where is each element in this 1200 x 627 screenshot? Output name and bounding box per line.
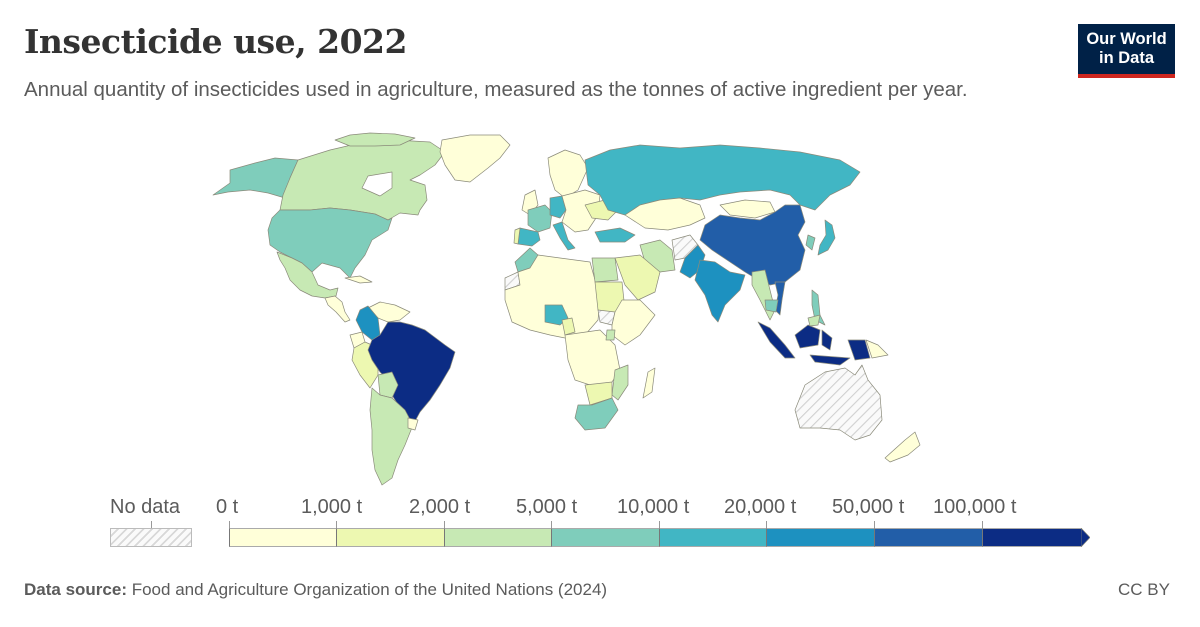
legend-tick	[659, 521, 660, 528]
country-australia[interactable]	[794, 364, 883, 441]
legend-no-data-label: No data	[110, 496, 181, 518]
legend-bin-10000-20000[interactable]	[659, 528, 767, 547]
legend-label-1000: 1,000 t	[301, 496, 363, 518]
country-germany[interactable]	[549, 195, 567, 219]
legend-tick	[874, 521, 875, 528]
country-arabia[interactable]	[614, 254, 661, 301]
legend-tick	[551, 521, 552, 528]
country-scandinavia[interactable]	[547, 149, 589, 199]
owid-logo[interactable]: Our World in Data	[1078, 24, 1175, 74]
legend-tick	[229, 521, 230, 528]
data-source-label: Data source:	[24, 580, 127, 599]
country-turkey[interactable]	[594, 227, 636, 243]
country-central-america[interactable]	[324, 295, 351, 323]
country-mozambique[interactable]	[611, 364, 629, 401]
country-egypt[interactable]	[591, 257, 619, 283]
country-portugal[interactable]	[513, 227, 521, 245]
legend-label-10000: 10,000 t	[617, 496, 690, 518]
legend-no-data-tick	[151, 521, 152, 528]
data-source: Data source: Food and Agriculture Organi…	[24, 580, 607, 600]
country-south-africa[interactable]	[574, 397, 619, 431]
country-vietnam[interactable]	[774, 281, 786, 316]
data-source-text: Food and Agriculture Organization of the…	[131, 580, 608, 599]
legend-label-100000: 100,000 t	[933, 496, 1017, 518]
legend-label-20000: 20,000 t	[724, 496, 797, 518]
logo-line-2: in Data	[1098, 49, 1154, 67]
country-india[interactable]	[694, 259, 746, 323]
country-mexico[interactable]	[276, 251, 339, 299]
country-cambodia[interactable]	[764, 299, 779, 313]
country-alaska[interactable]	[212, 157, 299, 199]
country-madagascar[interactable]	[642, 367, 656, 399]
legend-label-2000: 2,000 t	[409, 496, 471, 518]
country-bolivia[interactable]	[377, 371, 399, 399]
logo-line-1: Our World	[1086, 30, 1167, 48]
legend-tick	[982, 521, 983, 528]
license-link[interactable]: CC BY	[1118, 580, 1170, 599]
country-papua-new-guinea[interactable]	[865, 339, 889, 359]
legend-label-50000: 50,000 t	[832, 496, 905, 518]
country-usa[interactable]	[267, 207, 393, 279]
legend-bin-100000-plus[interactable]	[982, 528, 1082, 547]
logo-accent-bar	[1078, 74, 1175, 78]
country-indonesia[interactable]	[757, 321, 871, 366]
country-venezuela[interactable]	[367, 301, 411, 323]
country-china[interactable]	[699, 204, 806, 286]
legend-bin-1000-2000[interactable]	[336, 528, 444, 547]
chart-title: Insecticide use, 2022	[24, 22, 407, 61]
legend-arrow-icon	[1081, 528, 1090, 547]
legend-tick	[444, 521, 445, 528]
country-malaysia[interactable]	[807, 314, 821, 327]
country-korea[interactable]	[805, 234, 816, 251]
country-mongolia[interactable]	[719, 199, 776, 219]
country-greenland[interactable]	[439, 134, 511, 183]
legend-tick	[336, 521, 337, 528]
country-japan[interactable]	[817, 219, 836, 256]
legend-bin-0-1000[interactable]	[229, 528, 337, 547]
country-new-zealand[interactable]	[884, 431, 921, 463]
country-horn-africa[interactable]	[611, 299, 656, 346]
country-cameroon[interactable]	[561, 317, 576, 336]
legend-bin-5000-10000[interactable]	[551, 528, 659, 547]
legend-bin-20000-50000[interactable]	[766, 528, 874, 547]
legend-no-data-swatch[interactable]	[110, 528, 192, 547]
country-canada-arctic[interactable]	[334, 132, 416, 147]
country-kazakhstan[interactable]	[624, 197, 706, 231]
legend-bin-2000-5000[interactable]	[444, 528, 552, 547]
country-cuba[interactable]	[344, 275, 373, 284]
country-uruguay[interactable]	[407, 417, 419, 431]
legend-tick	[766, 521, 767, 528]
country-france[interactable]	[527, 204, 553, 233]
legend-label-5000: 5,000 t	[516, 496, 578, 518]
country-argentina-chile[interactable]	[369, 387, 414, 486]
country-uganda[interactable]	[605, 329, 616, 341]
country-canada[interactable]	[279, 139, 446, 221]
chart-subtitle: Annual quantity of insecticides used in …	[24, 78, 968, 101]
legend-label-0: 0 t	[216, 496, 239, 518]
legend-bin-50000-100000[interactable]	[874, 528, 982, 547]
country-east-europe[interactable]	[561, 189, 601, 233]
